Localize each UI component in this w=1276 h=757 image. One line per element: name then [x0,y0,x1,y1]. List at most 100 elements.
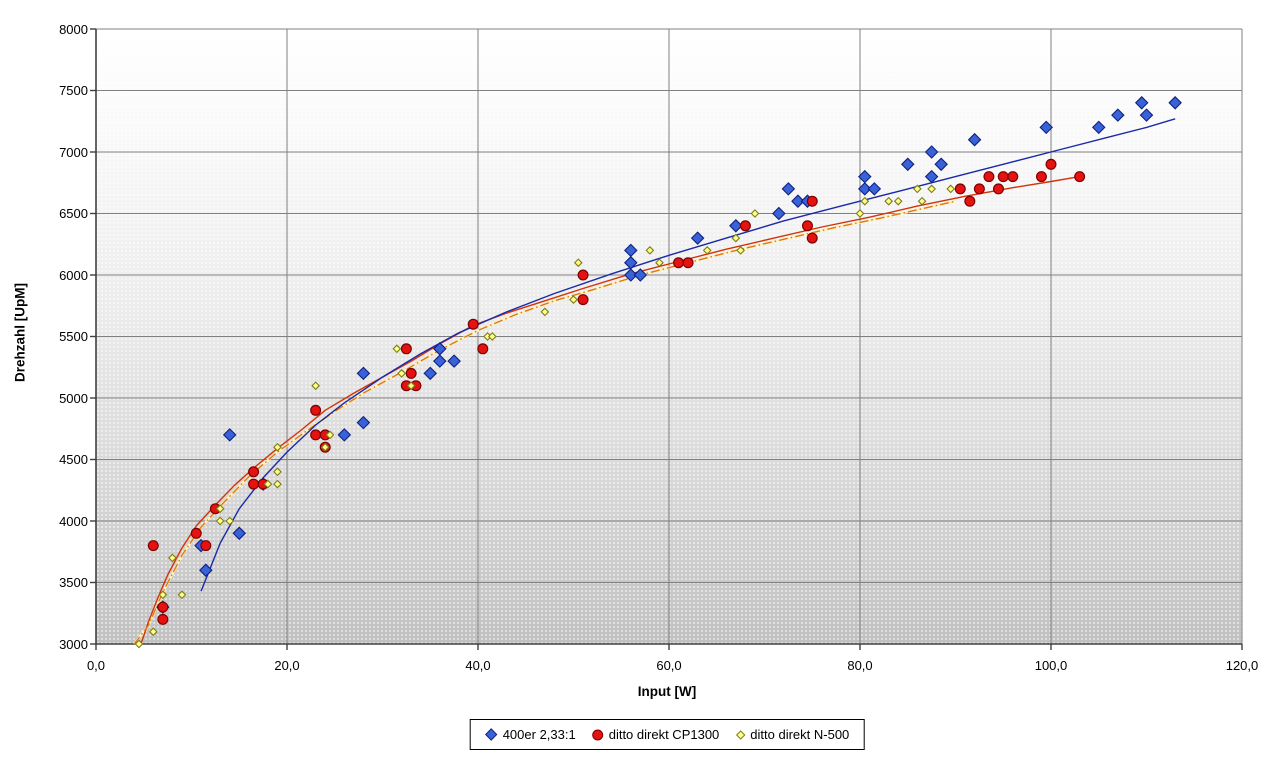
data-point-cp1300[interactable] [983,171,995,183]
data-point-cp1300[interactable] [954,183,966,195]
data-point-cp1300[interactable] [405,367,417,379]
data-point-n500[interactable] [855,209,865,218]
data-point-cp1300[interactable] [1035,171,1047,183]
data-point-400er[interactable] [900,157,915,172]
data-point-cp1300[interactable] [157,613,169,625]
data-point-n500[interactable] [134,639,144,649]
data-point-n500[interactable] [273,442,282,452]
data-point-400er[interactable] [934,157,948,172]
data-point-n500[interactable] [325,430,335,440]
data-point-400er[interactable] [633,268,648,282]
data-point-400er[interactable] [199,563,213,577]
data-point-n500[interactable] [215,516,225,526]
legend-item-n500[interactable]: ditto direkt N-500 [735,727,849,742]
data-point-n500[interactable] [148,627,158,637]
legend-item-400er[interactable]: 400er 2,33:1 [485,727,576,742]
data-point-cp1300[interactable] [200,540,212,552]
data-point-n500[interactable] [225,516,235,526]
data-point-n500[interactable] [893,196,903,206]
data-point-n500[interactable] [320,442,330,452]
data-point-cp1300[interactable] [739,220,751,232]
data-point-400er[interactable] [924,145,939,159]
data-point-n500[interactable] [655,258,664,268]
data-point-n500[interactable] [487,332,497,341]
data-point-n500[interactable] [702,246,712,255]
data-point-n500[interactable] [273,467,282,477]
data-point-n500[interactable] [750,209,760,218]
data-point-cp1300[interactable] [964,195,976,207]
data-point-cp1300[interactable] [1007,171,1019,183]
data-point-400er[interactable] [772,206,786,221]
data-point-cp1300[interactable] [682,257,694,269]
data-point-400er[interactable] [232,526,247,541]
data-point-400er[interactable] [690,231,705,245]
data-point-cp1300[interactable] [157,601,169,613]
data-point-cp1300[interactable] [577,269,589,281]
data-point-400er[interactable] [624,243,638,258]
data-point-cp1300[interactable] [467,318,479,330]
data-point-400er[interactable] [624,268,638,282]
data-point-cp1300[interactable] [248,466,260,478]
data-point-n500[interactable] [946,184,956,194]
data-point-n500[interactable] [177,590,187,600]
data-point-cp1300[interactable] [1074,171,1086,183]
data-point-400er[interactable] [1111,108,1125,122]
data-point-n500[interactable] [392,344,402,354]
data-point-cp1300[interactable] [992,183,1004,195]
data-point-n500[interactable] [927,184,937,194]
data-point-cp1300[interactable] [477,343,489,355]
data-point-400er[interactable] [1091,120,1106,135]
legend-item-cp1300[interactable]: ditto direkt CP1300 [592,727,719,742]
data-point-n500[interactable] [406,381,416,391]
data-point-cp1300[interactable] [190,527,202,539]
data-point-400er[interactable] [867,182,882,196]
data-point-cp1300[interactable] [806,195,818,207]
data-point-cp1300[interactable] [248,478,260,490]
data-point-cp1300[interactable] [400,343,412,355]
data-point-400er[interactable] [1139,108,1154,122]
data-point-cp1300[interactable] [147,540,159,552]
data-point-400er[interactable] [857,169,872,184]
data-point-400er[interactable] [356,366,371,381]
data-point-400er[interactable] [222,428,237,442]
data-point-n500[interactable] [397,369,406,378]
data-point-n500[interactable] [273,479,282,489]
data-point-n500[interactable] [731,233,741,243]
data-point-n500[interactable] [215,504,225,514]
data-point-cp1300[interactable] [310,429,322,441]
data-point-400er[interactable] [729,219,743,233]
data-point-n500[interactable] [736,246,746,255]
data-point-n500[interactable] [311,381,321,391]
data-point-400er[interactable] [423,366,438,381]
data-point-cp1300[interactable] [673,257,685,269]
data-point-400er[interactable] [433,354,447,368]
data-point-400er[interactable] [1039,120,1053,135]
data-point-n500[interactable] [860,196,870,206]
data-point-n500[interactable] [912,184,922,194]
data-point-cp1300[interactable] [997,171,1009,183]
data-point-400er[interactable] [447,354,461,368]
data-point-cp1300[interactable] [801,220,813,232]
data-point-400er[interactable] [924,169,939,184]
data-point-400er[interactable] [337,428,352,442]
data-point-n500[interactable] [917,196,927,206]
data-point-n500[interactable] [645,246,655,255]
data-point-cp1300[interactable] [1045,158,1057,170]
data-point-400er[interactable] [857,182,872,196]
legend[interactable]: 400er 2,33:1 ditto direkt CP1300 ditto d… [469,719,865,750]
data-point-400er[interactable] [1168,96,1182,110]
data-point-cp1300[interactable] [310,404,322,416]
data-point-cp1300[interactable] [806,232,818,244]
data-point-400er[interactable] [781,182,796,196]
data-point-n500[interactable] [540,307,550,317]
data-point-n500[interactable] [263,479,273,489]
data-point-n500[interactable] [569,295,578,304]
data-point-n500[interactable] [158,590,168,600]
data-point-n500[interactable] [884,196,894,206]
data-point-400er[interactable] [356,415,371,430]
data-point-n500[interactable] [168,553,177,563]
data-point-400er[interactable] [791,194,805,208]
data-point-400er[interactable] [1134,96,1149,110]
data-point-cp1300[interactable] [577,294,589,306]
